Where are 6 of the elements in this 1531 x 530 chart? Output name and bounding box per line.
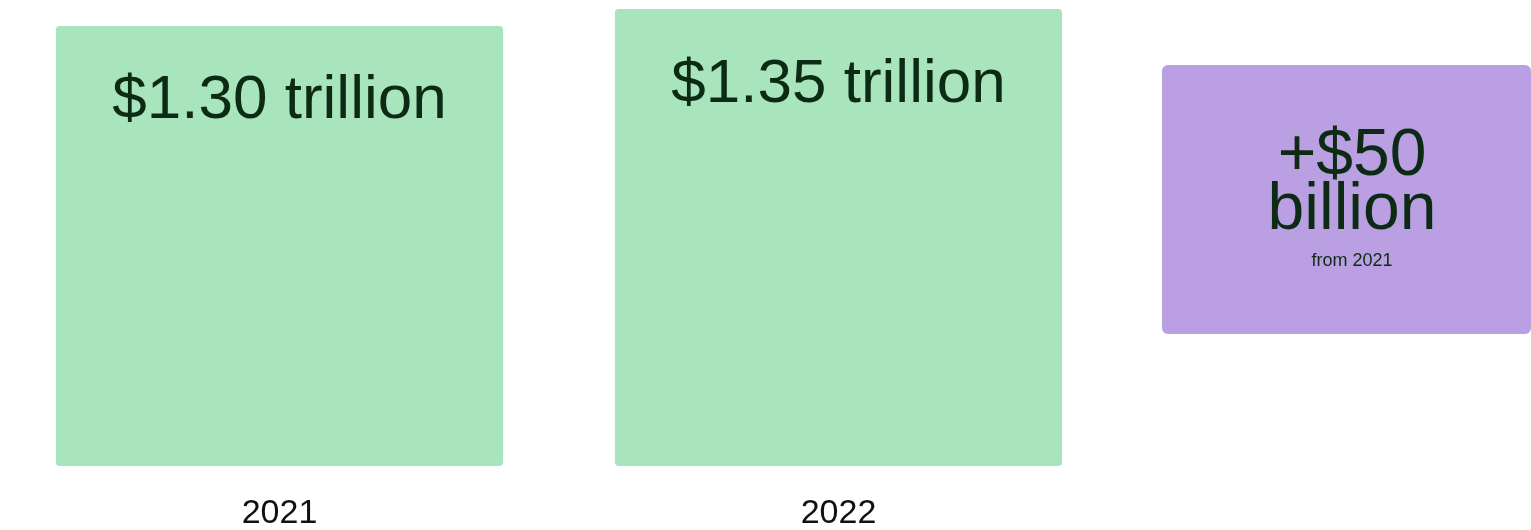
text: +$50 billion [1267,115,1437,243]
data-label: $1.30 trillion [112,62,447,132]
x-tick-label: 2021 [241,492,318,530]
data-label: $1.35 trillion [671,45,1006,115]
text: from 2021 [1311,250,1393,270]
x-tick-label: 2022 [800,492,877,530]
